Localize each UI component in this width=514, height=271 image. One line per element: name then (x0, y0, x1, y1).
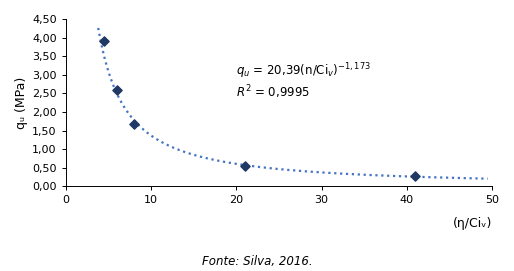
Point (241, 164, 249, 168)
Text: Fonte: Silva, 2016.: Fonte: Silva, 2016. (201, 255, 313, 268)
Point (100, 39, 108, 44)
Text: $q_u$ = 20,39(n/Ci$_v$)$^{-1,173}$
$R^2$ = 0,9995: $q_u$ = 20,39(n/Ci$_v$)$^{-1,173}$ $R^2$… (236, 61, 371, 101)
Point (130, 122, 138, 126)
Y-axis label: qᵤ (MPa): qᵤ (MPa) (15, 77, 28, 129)
Point (411, 174, 419, 178)
Point (113, 88, 121, 92)
Text: (η/Ciᵥ): (η/Ciᵥ) (453, 217, 492, 230)
